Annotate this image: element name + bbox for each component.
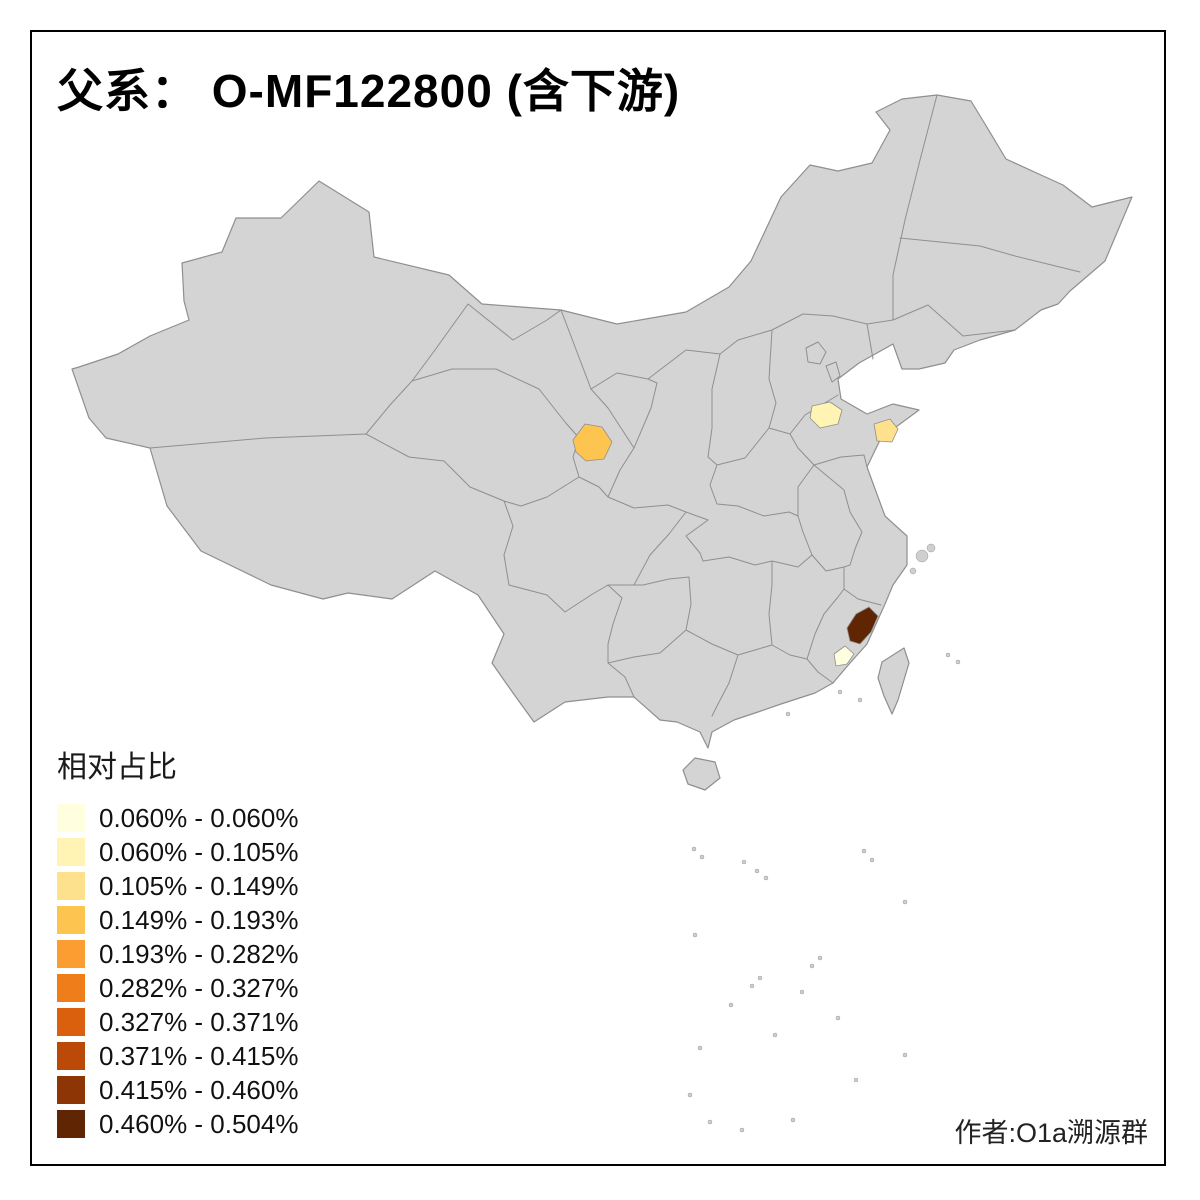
legend-item: 0.371% - 0.415% (57, 1042, 298, 1070)
legend-label: 0.193% - 0.282% (99, 939, 299, 969)
legend-label: 0.371% - 0.415% (99, 1041, 299, 1071)
china-mainland (71, 94, 1133, 749)
legend-swatch (57, 872, 85, 900)
legend-item: 0.149% - 0.193% (57, 906, 298, 934)
legend-label: 0.415% - 0.460% (99, 1075, 299, 1105)
gansu-qinghai-region (572, 423, 613, 462)
legend-swatch (57, 804, 85, 832)
legend-swatch (57, 838, 85, 866)
legend-label: 0.327% - 0.371% (99, 1007, 299, 1037)
legend-item: 0.060% - 0.060% (57, 804, 298, 832)
legend-swatch (57, 940, 85, 968)
map-layer (71, 94, 1133, 1133)
page-title: 父系： O-MF122800 (含下游) (57, 65, 681, 117)
legend-label: 0.149% - 0.193% (99, 905, 299, 935)
legend-label: 0.282% - 0.327% (99, 973, 299, 1003)
legend-item: 0.460% - 0.504% (57, 1110, 298, 1138)
author-credit: 作者:O1a溯源群 (954, 1118, 1148, 1148)
legend-label: 0.105% - 0.149% (99, 871, 299, 901)
legend-item: 0.193% - 0.282% (57, 940, 298, 968)
legend-swatch (57, 906, 85, 934)
legend-item: 0.282% - 0.327% (57, 974, 298, 1002)
legend-item: 0.415% - 0.460% (57, 1076, 298, 1104)
fujian-south-region (833, 645, 855, 667)
legend-swatch (57, 974, 85, 1002)
province-borders (149, 94, 1081, 717)
hainan-island (682, 757, 721, 791)
legend-swatch (57, 1076, 85, 1104)
legend-item: 0.060% - 0.105% (57, 838, 298, 866)
legend-label: 0.460% - 0.504% (99, 1109, 299, 1139)
south-china-sea-islands (687, 543, 961, 1133)
shandong-west-region (809, 401, 843, 429)
legend-item: 0.327% - 0.371% (57, 1008, 298, 1036)
legend-title: 相对占比 (57, 751, 177, 784)
legend-label: 0.060% - 0.105% (99, 837, 299, 867)
legend-swatch (57, 1008, 85, 1036)
legend-swatch (57, 1042, 85, 1070)
fujian-coast-region (846, 606, 879, 645)
taiwan-island (877, 647, 910, 715)
legend-item: 0.105% - 0.149% (57, 872, 298, 900)
legend-swatch (57, 1110, 85, 1138)
legend: 相对占比 0.060% - 0.060% 0.060% - 0.105% 0.1… (57, 742, 298, 1144)
legend-label: 0.060% - 0.060% (99, 803, 299, 833)
shandong-east-region (873, 418, 899, 443)
